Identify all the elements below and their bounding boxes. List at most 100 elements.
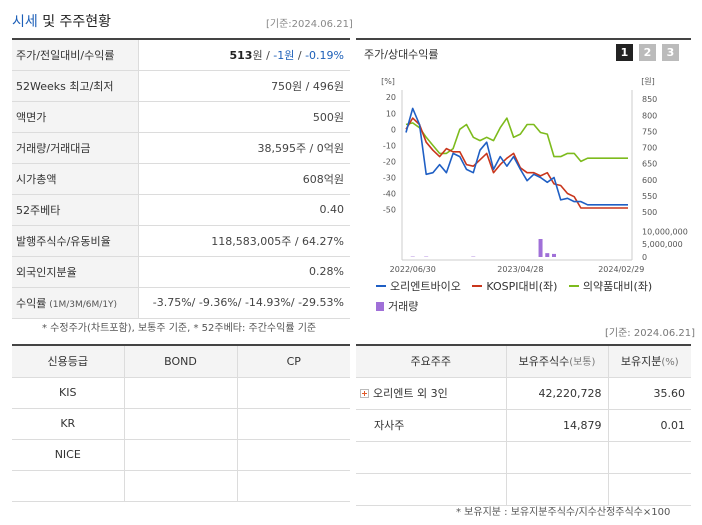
table-row (356, 473, 691, 506)
row-value: 0.40 (138, 194, 350, 226)
table-row: NICE (12, 439, 350, 471)
chart-panel: [%] 20 10 0 -10 -20 -30 -40 -50 [원] 850 800 750 700 65… (356, 38, 691, 313)
table-row: 거래량/거래대금 38,595주 / 0억원 (12, 132, 350, 164)
table-row: 시가총액 608억원 (12, 163, 350, 195)
col-header-holder: 주요주주 (356, 345, 507, 378)
right-axis-tick: 500 (642, 208, 657, 217)
holders-footnote: * 보유지분 : 보유지분주식수/지수산정주식수×100 (456, 507, 671, 518)
return-label-periods: (1M/3M/6M/1Y) (46, 299, 118, 310)
chart-tabs: 1 2 3 (616, 44, 679, 61)
table-row: 52주베타 0.40 (12, 194, 350, 226)
legend-label: 거래량 (388, 300, 419, 313)
table-row: 자사주 14,879 0.01 (356, 409, 691, 442)
table-header-row: 신용등급 BOND CP (12, 345, 350, 378)
col-header: CP (237, 345, 350, 378)
table-row: 발행주식수/유동비율 118,583,005주 / 64.27% (12, 225, 350, 257)
holder-name-cell: 오리엔트 외 3인 (356, 377, 507, 410)
holder-shares (506, 473, 609, 506)
left-axis-unit: [%] (381, 77, 395, 86)
cp-cell (237, 470, 350, 502)
chart-tab-2[interactable]: 2 (639, 44, 656, 61)
series-line-1 (405, 117, 628, 209)
row-label: 거래량/거래대금 (12, 132, 139, 164)
price-footnote: * 수정주가(차트포함), 보통주 기준, * 52주베타: 주간수익률 기준 (42, 323, 317, 334)
base-date-label: [기준:2024.06.21] (266, 19, 353, 30)
volume-bar (552, 253, 556, 257)
legend-item-kospi: KOSPI대비(좌) (472, 278, 557, 294)
right-axis-tick: 600 (642, 176, 657, 185)
right-axis-tick: 550 (642, 192, 657, 201)
x-axis-tick: 2022/06/30 (390, 265, 436, 274)
row-value: 118,583,005주 / 64.27% (138, 225, 350, 257)
right-axis-tick: 850 (642, 95, 657, 104)
volume-bar (538, 239, 543, 257)
holder-name: 오리엔트 외 3인 (373, 387, 448, 400)
row-label: 52주베타 (12, 194, 139, 226)
cp-cell (237, 439, 350, 471)
x-axis-tick: 2024/02/29 (598, 265, 644, 274)
agency-cell: KIS (12, 377, 125, 409)
row-label: 발행주식수/유동비율 (12, 225, 139, 257)
table-row: 외국인지분율 0.28% (12, 256, 350, 288)
holder-ratio: 35.60 (608, 377, 691, 410)
legend-item-volume: 거래량 (376, 298, 418, 314)
agency-cell (12, 470, 125, 502)
right-axis-tick: 650 (642, 160, 657, 169)
col-header-shares-sub: (보통) (569, 357, 596, 369)
table-row (356, 441, 691, 474)
price-unit: 원 / (252, 48, 274, 62)
series-line-2 (405, 117, 628, 163)
price-summary-table: 주가/전일대비/수익률 513원 / -1원 / -0.19% 52Weeks … (12, 38, 350, 319)
right-axis-tick: 700 (642, 144, 657, 153)
legend-label: 오리엔트바이오 (390, 280, 461, 293)
left-axis-tick: 10 (386, 109, 396, 118)
bond-cell (124, 377, 238, 409)
col-header-shares-text: 보유주식수 (518, 355, 570, 369)
left-axis-tick: -40 (383, 190, 396, 199)
chart-legend: 오리엔트바이오 KOSPI대비(좌) 의약품대비(좌) 거래량 (376, 277, 696, 318)
holder-ratio: 0.01 (608, 409, 691, 442)
right-axis-tick: 800 (642, 111, 657, 120)
row-value: 500원 (138, 101, 350, 133)
legend-swatch (568, 285, 579, 287)
chart-tab-1[interactable]: 1 (616, 44, 633, 61)
table-row: KR (12, 408, 350, 440)
legend-item-pharma: 의약품대비(좌) (568, 278, 652, 294)
price-change: -1원 (273, 48, 295, 62)
return-label-text: 수익률 (16, 296, 47, 310)
bond-cell (124, 470, 238, 502)
volume-axis-tick: 0 (642, 253, 647, 262)
bond-cell (124, 439, 238, 471)
right-axis-unit: [원] (641, 77, 655, 86)
table-header-row: 주요주주 보유주식수(보통) 보유지분(%) (356, 345, 691, 378)
volume-bar (545, 253, 550, 257)
credit-rating-table: 신용등급 BOND CP KIS KR NICE (12, 344, 350, 502)
chart-tab-3[interactable]: 3 (662, 44, 679, 61)
table-row: 수익률 (1M/3M/6M/1Y) -3.75%/ -9.36%/ -14.93… (12, 287, 350, 319)
left-axis-tick: -10 (383, 141, 396, 150)
return-label: 수익률 (1M/3M/6M/1Y) (12, 287, 139, 319)
chart-title: 주가/상대수익률 (364, 48, 439, 61)
agency-cell: NICE (12, 439, 125, 471)
row-value: 608억원 (138, 163, 350, 195)
price-separator: / (294, 48, 306, 62)
price-change-value: 513원 / -1원 / -0.19% (138, 39, 350, 71)
volume-axis-tick: 5,000,000 (642, 240, 683, 249)
return-values: -3.75%/ -9.36%/ -14.93%/ -29.53% (138, 287, 350, 319)
legend-swatch (376, 285, 386, 287)
holder-shares: 42,220,728 (506, 377, 609, 410)
col-header: BOND (124, 345, 238, 378)
legend-swatch (376, 301, 384, 311)
row-value: 38,595주 / 0억원 (138, 132, 350, 164)
holder-name (356, 473, 507, 506)
current-price: 513 (229, 48, 253, 62)
table-row: 52Weeks 최고/최저 750원 / 496원 (12, 70, 350, 102)
holder-name: 자사주 (356, 409, 507, 442)
legend-item-stock: 오리엔트바이오 (376, 278, 461, 294)
expand-plus-icon[interactable] (360, 389, 369, 398)
col-header-ratio-sub: (%) (661, 357, 679, 369)
price-change-label: 주가/전일대비/수익률 (12, 39, 139, 71)
title-main: 시세 (12, 14, 38, 30)
x-axis-tick: 2023/04/28 (497, 265, 543, 274)
table-row: KIS (12, 377, 350, 409)
